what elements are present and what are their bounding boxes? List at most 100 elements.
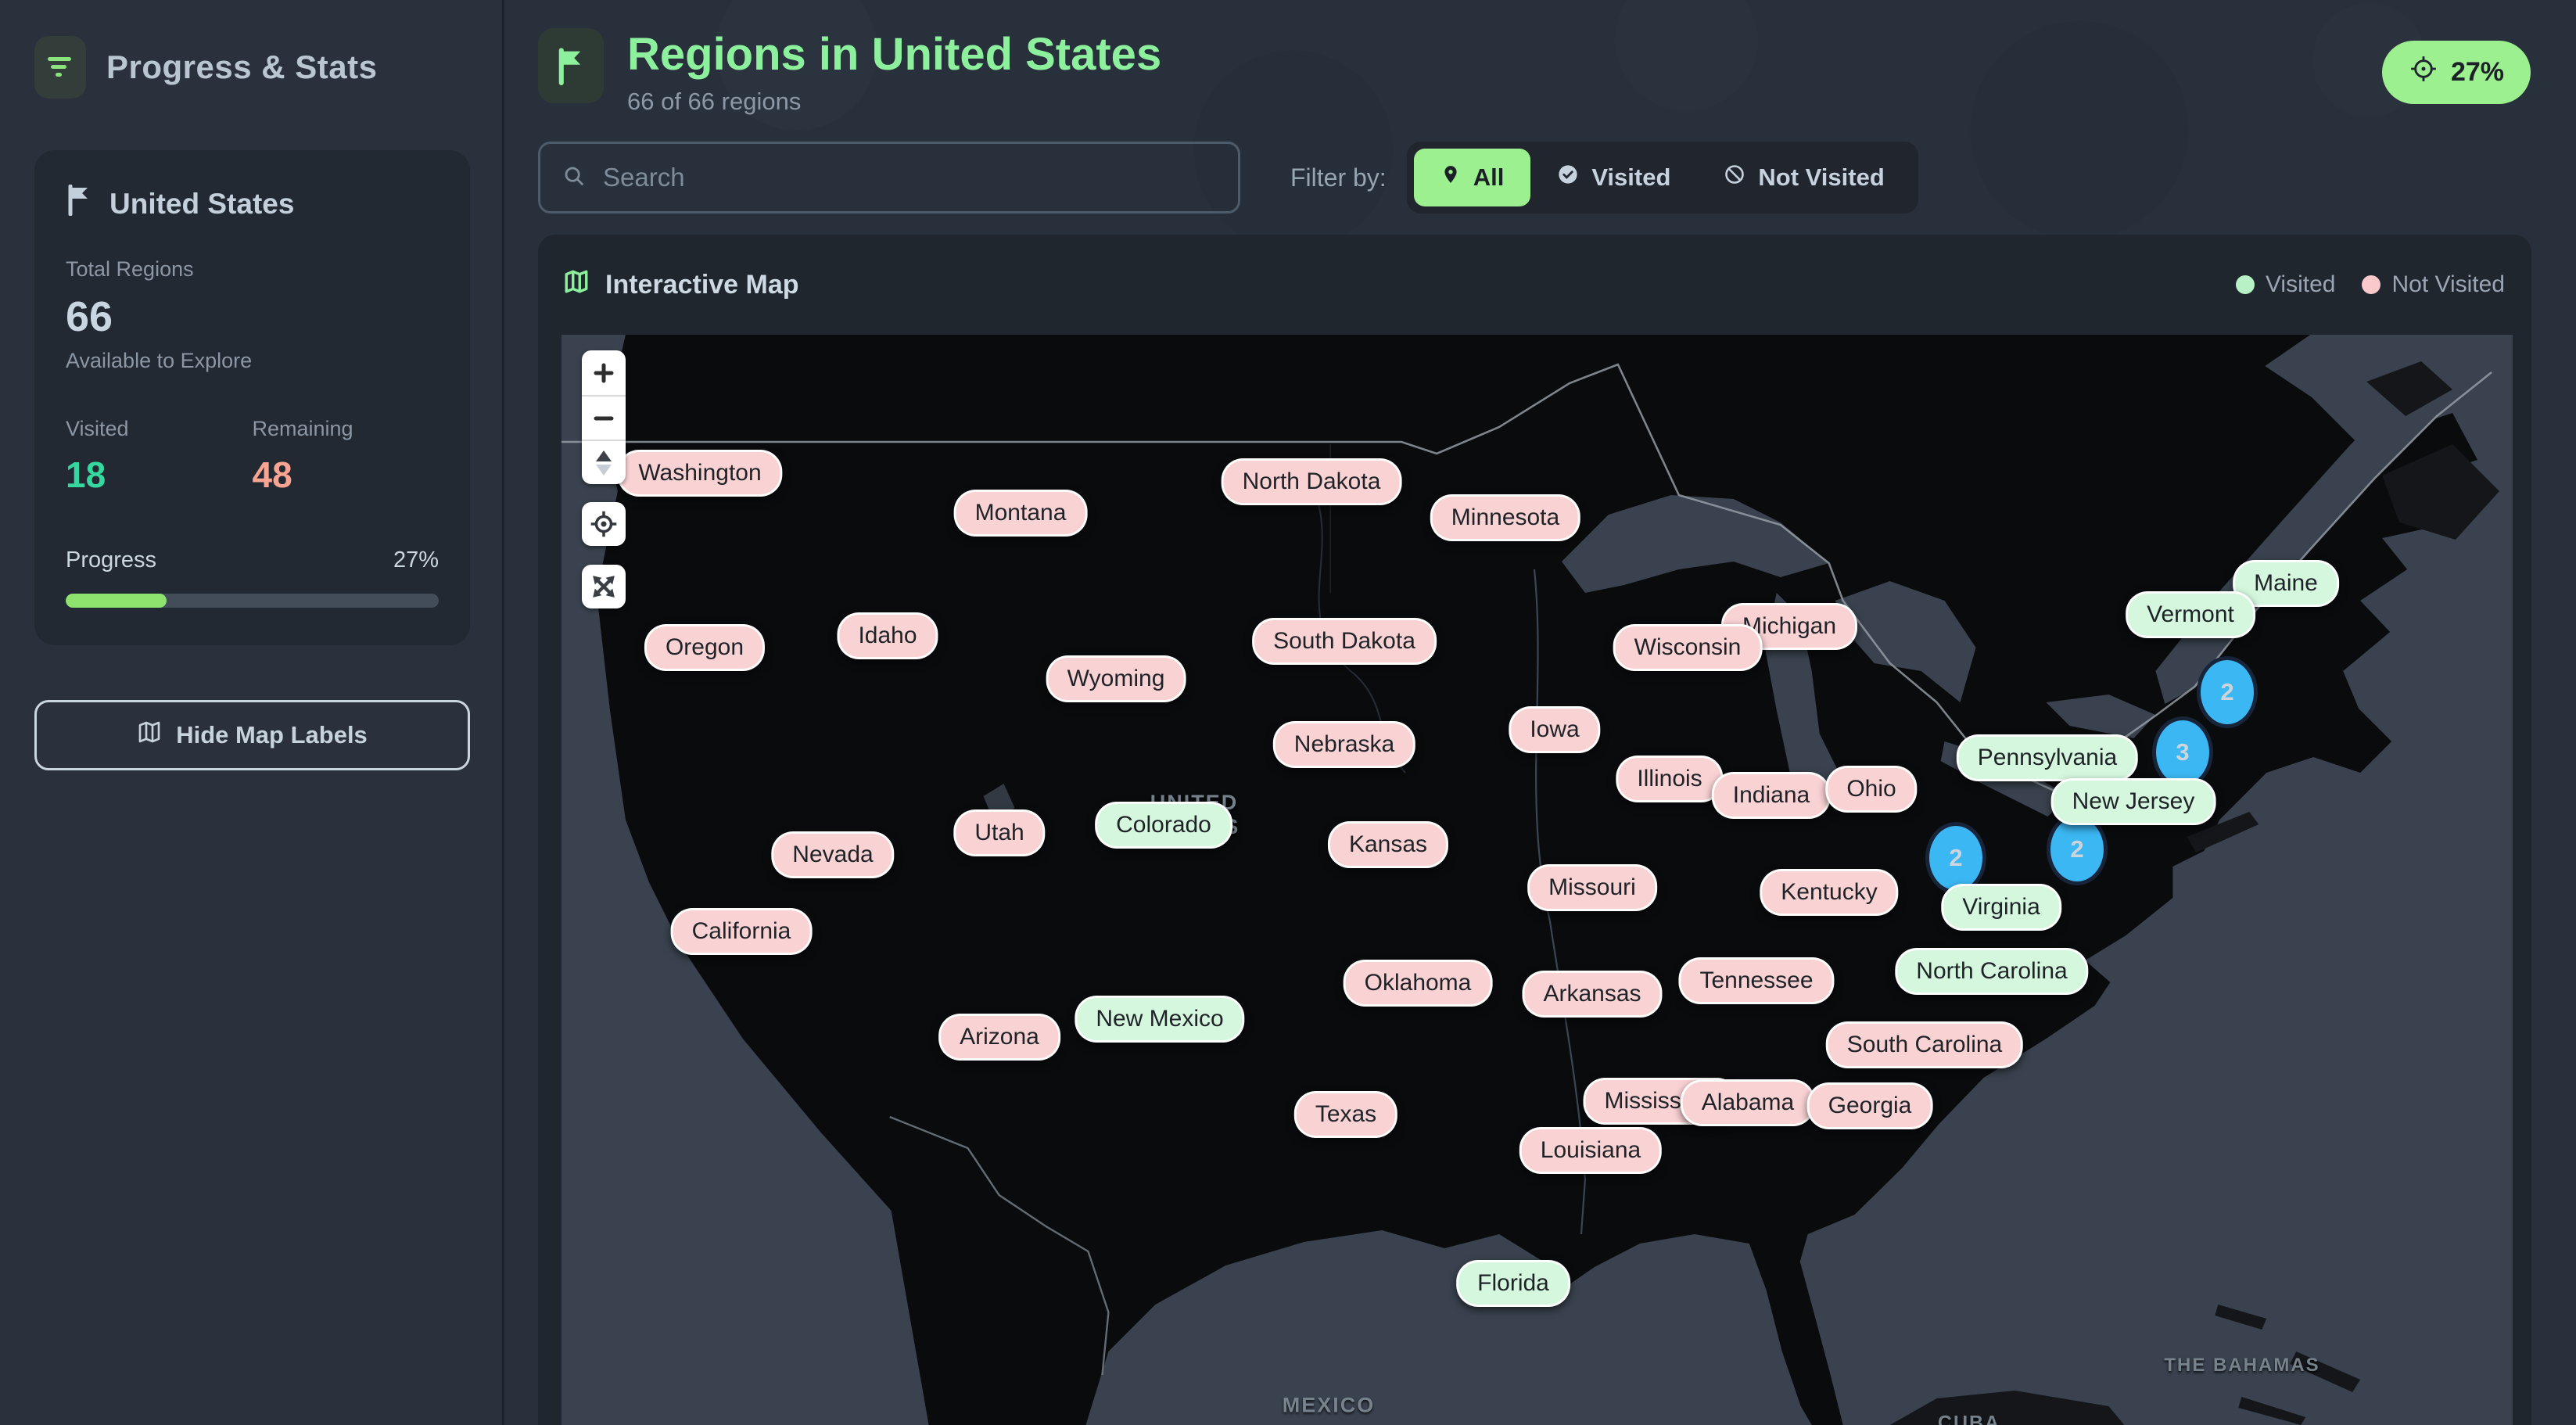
region-label-louisiana[interactable]: Louisiana bbox=[1519, 1127, 1663, 1174]
region-label-oklahoma[interactable]: Oklahoma bbox=[1343, 960, 1493, 1007]
progress-badge: 27% bbox=[2381, 41, 2531, 104]
cluster-marker[interactable]: 3 bbox=[2152, 716, 2213, 788]
legend-item-not-visited: Not Visited bbox=[2362, 271, 2505, 298]
zoom-in-button[interactable] bbox=[582, 350, 626, 395]
search-box bbox=[538, 142, 1240, 214]
sidebar-title: Progress & Stats bbox=[106, 48, 378, 85]
map-place-name: MEXICO bbox=[1282, 1393, 1376, 1417]
filter-button-visited[interactable]: Visited bbox=[1530, 149, 1697, 206]
map-panel-title: Interactive Map bbox=[605, 269, 799, 300]
main-area: Regions in United States 66 of 66 region… bbox=[507, 0, 2576, 1425]
region-label-north-dakota[interactable]: North Dakota bbox=[1221, 458, 1402, 505]
region-label-pennsylvania[interactable]: Pennsylvania bbox=[1956, 734, 2139, 781]
progress-bar bbox=[66, 594, 439, 608]
region-label-tennessee[interactable]: Tennessee bbox=[1678, 957, 1835, 1004]
region-label-virginia[interactable]: Virginia bbox=[1941, 884, 2061, 931]
remaining-label: Remaining bbox=[252, 417, 353, 440]
flag-icon bbox=[66, 184, 94, 223]
compass-pitch-button[interactable] bbox=[582, 440, 626, 484]
total-regions-sub: Available to Explore bbox=[66, 349, 253, 372]
filter-button-not-visited[interactable]: Not Visited bbox=[1697, 149, 1910, 206]
region-label-colorado[interactable]: Colorado bbox=[1095, 802, 1232, 849]
map-icon bbox=[137, 720, 162, 751]
region-label-georgia[interactable]: Georgia bbox=[1806, 1082, 1933, 1129]
sidebar-header: Progress & Stats bbox=[34, 36, 470, 99]
region-label-wyoming[interactable]: Wyoming bbox=[1046, 655, 1186, 702]
region-label-minnesota[interactable]: Minnesota bbox=[1430, 494, 1581, 541]
region-label-indiana[interactable]: Indiana bbox=[1711, 772, 1832, 819]
filter-button-label: All bbox=[1473, 163, 1505, 191]
crosshair-icon bbox=[2409, 54, 2438, 91]
progress-badge-value: 27% bbox=[2450, 57, 2504, 87]
region-label-nevada[interactable]: Nevada bbox=[771, 831, 895, 878]
region-label-washington[interactable]: Washington bbox=[617, 450, 783, 497]
region-label-iowa[interactable]: Iowa bbox=[1509, 706, 1601, 753]
legend-item-visited: Visited bbox=[2235, 271, 2335, 298]
country-name: United States bbox=[109, 187, 295, 220]
region-label-texas[interactable]: Texas bbox=[1293, 1091, 1398, 1138]
region-label-kansas[interactable]: Kansas bbox=[1327, 821, 1449, 868]
map-canvas[interactable]: 2 3 2 2 Washington Montana North Dakota Minneso… bbox=[561, 335, 2513, 1425]
visited-label: Visited bbox=[66, 417, 129, 440]
region-label-alabama[interactable]: Alabama bbox=[1680, 1079, 1816, 1126]
toolbar: Filter by: All Visited Not Visited bbox=[538, 142, 2531, 214]
region-label-ohio[interactable]: Ohio bbox=[1825, 766, 1918, 813]
sidebar: Progress & Stats United States Total Reg… bbox=[0, 0, 504, 1425]
cluster-marker[interactable]: 2 bbox=[1925, 822, 1986, 894]
progress-fill bbox=[66, 594, 167, 608]
zoom-out-button[interactable] bbox=[582, 395, 626, 440]
region-label-new-mexico[interactable]: New Mexico bbox=[1075, 996, 1245, 1043]
filter-group: All Visited Not Visited bbox=[1406, 142, 1918, 214]
remaining-value: 48 bbox=[252, 454, 292, 495]
interactive-map-card: Interactive Map Visited Not Visited bbox=[538, 235, 2531, 1425]
region-label-idaho[interactable]: Idaho bbox=[837, 612, 938, 659]
cluster-marker[interactable]: 2 bbox=[2197, 656, 2258, 728]
page-header: Regions in United States 66 of 66 region… bbox=[538, 28, 1161, 116]
ban-icon bbox=[1724, 163, 1745, 192]
filter-button-label: Visited bbox=[1591, 163, 1671, 191]
flag-badge-icon bbox=[538, 28, 604, 103]
map-place-name: THE BAHAMAS bbox=[2164, 1355, 2320, 1377]
region-label-nebraska[interactable]: Nebraska bbox=[1272, 721, 1416, 768]
legend-label: Not Visited bbox=[2391, 271, 2505, 297]
region-label-vermont[interactable]: Vermont bbox=[2126, 591, 2255, 638]
region-label-utah[interactable]: Utah bbox=[953, 809, 1046, 856]
region-label-south-dakota[interactable]: South Dakota bbox=[1252, 618, 1437, 665]
legend-dot bbox=[2235, 275, 2255, 294]
region-label-wisconsin[interactable]: Wisconsin bbox=[1613, 624, 1763, 671]
hide-map-labels-label: Hide Map Labels bbox=[176, 721, 368, 748]
total-regions-value: 66 bbox=[66, 293, 113, 340]
pin-icon bbox=[1440, 163, 1461, 192]
fullscreen-button[interactable] bbox=[582, 565, 626, 608]
map-place-name: CUBA bbox=[1937, 1412, 2001, 1425]
region-label-south-carolina[interactable]: South Carolina bbox=[1825, 1021, 2024, 1068]
region-label-oregon[interactable]: Oregon bbox=[644, 624, 766, 671]
page-title: Regions in United States bbox=[627, 29, 1162, 80]
region-label-kentucky[interactable]: Kentucky bbox=[1760, 869, 1899, 916]
filter-button-label: Not Visited bbox=[1758, 163, 1885, 191]
search-icon bbox=[562, 164, 586, 192]
stats-card: United States Total Regions 66 Available… bbox=[34, 150, 470, 645]
locate-button[interactable] bbox=[582, 502, 626, 546]
region-label-california[interactable]: California bbox=[670, 908, 813, 955]
region-label-illinois[interactable]: Illinois bbox=[1616, 756, 1724, 802]
region-label-florida[interactable]: Florida bbox=[1456, 1260, 1570, 1307]
filter-button-all[interactable]: All bbox=[1413, 149, 1531, 206]
region-label-north-carolina[interactable]: North Carolina bbox=[1895, 948, 2089, 995]
region-label-montana[interactable]: Montana bbox=[953, 490, 1088, 537]
map-panel-icon bbox=[563, 268, 590, 302]
region-label-arkansas[interactable]: Arkansas bbox=[1522, 971, 1663, 1018]
total-regions-label: Total Regions bbox=[66, 257, 194, 281]
visited-value: 18 bbox=[66, 454, 106, 495]
search-input[interactable] bbox=[601, 162, 1216, 193]
region-label-missouri[interactable]: Missouri bbox=[1527, 864, 1657, 911]
map-zoom-control bbox=[582, 350, 626, 484]
map-legend: Visited Not Visited bbox=[2235, 271, 2505, 298]
progress-value: 27% bbox=[393, 547, 439, 573]
check-circle-icon bbox=[1557, 163, 1579, 192]
hide-map-labels-button[interactable]: Hide Map Labels bbox=[34, 700, 470, 770]
filter-by-label: Filter by: bbox=[1290, 163, 1387, 192]
page-subtitle: 66 of 66 regions bbox=[627, 87, 802, 115]
region-label-arizona[interactable]: Arizona bbox=[938, 1014, 1060, 1061]
region-label-new-jersey[interactable]: New Jersey bbox=[2050, 778, 2216, 825]
